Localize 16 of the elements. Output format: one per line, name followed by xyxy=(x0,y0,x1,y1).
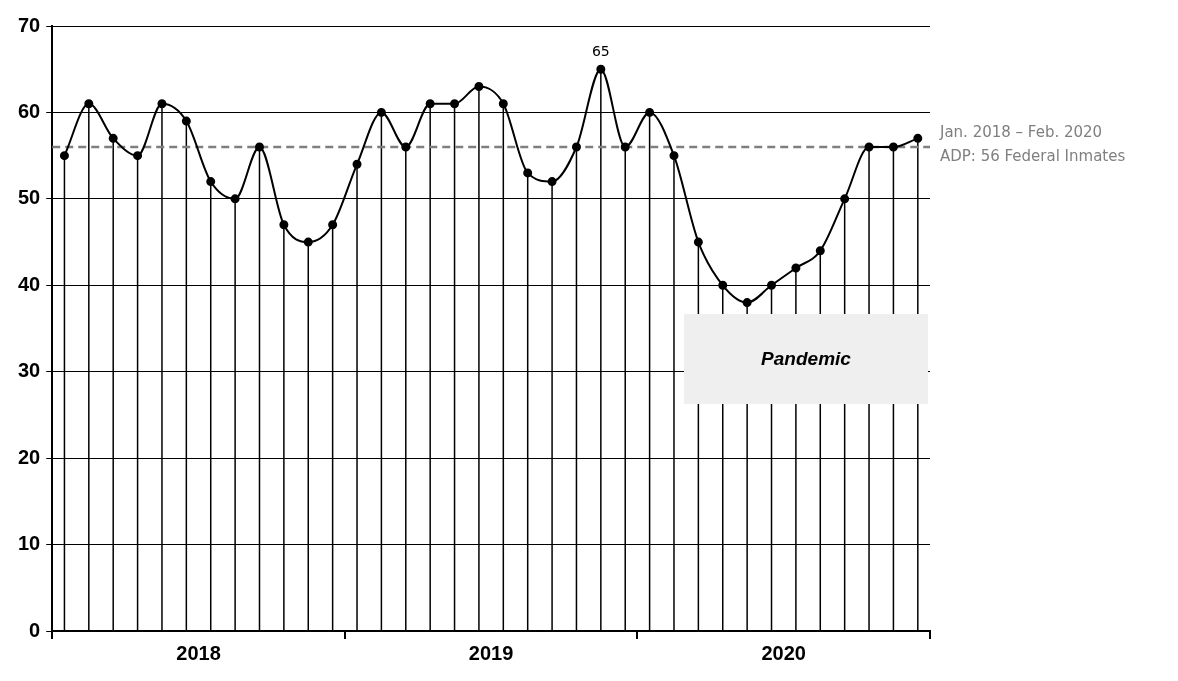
y-tick-label: 60 xyxy=(18,99,41,122)
data-label: 65 xyxy=(591,42,610,59)
y-tick-label: 20 xyxy=(18,445,41,468)
y-tick-label: 30 xyxy=(18,359,41,382)
y-tick-label: 50 xyxy=(18,186,41,209)
y-tick-label: 0 xyxy=(29,618,41,641)
annotation: Pandemic xyxy=(761,348,851,370)
point xyxy=(913,133,923,143)
ref-line-label: Jan. 2018 – Feb. 2020 ADP: 56 Federal Inmates xyxy=(939,122,1126,165)
x-tick-label: 2020 xyxy=(761,641,806,664)
y-tick-label: 10 xyxy=(18,532,41,555)
x-tick-label: 2018 xyxy=(176,641,221,664)
y-tick-label: 40 xyxy=(18,272,41,295)
y-tick-label: 70 xyxy=(18,13,41,36)
x-tick-label: 2019 xyxy=(468,641,514,664)
point xyxy=(59,151,69,161)
